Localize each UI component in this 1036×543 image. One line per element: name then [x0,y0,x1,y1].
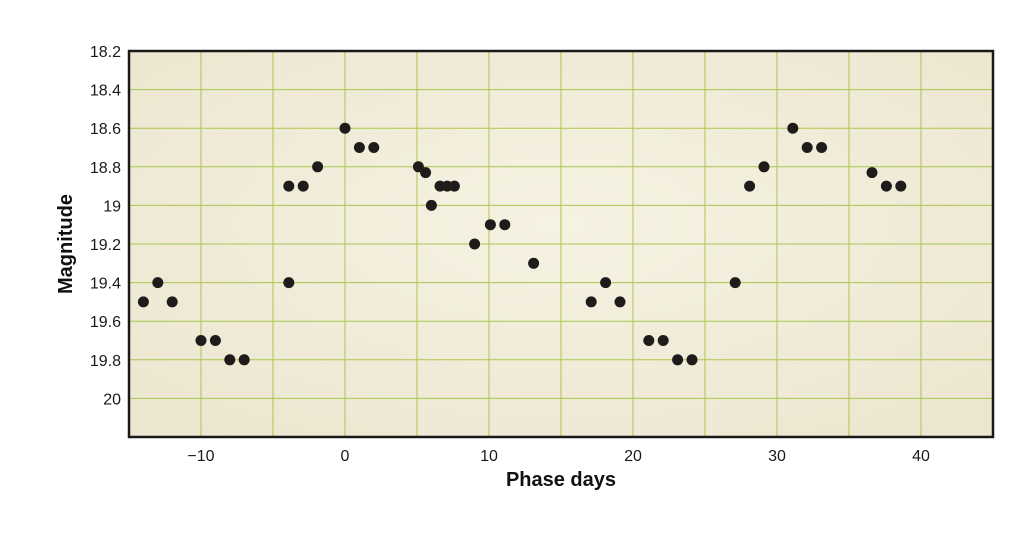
data-point [283,277,295,289]
data-point [744,180,756,192]
plot-frame [127,49,995,439]
data-point [368,142,380,153]
y-tick-label: 19.6 [90,314,121,331]
x-tick-label: 10 [480,448,498,465]
data-point [686,354,698,366]
data-point [672,354,684,366]
data-point [312,161,324,173]
data-point [758,161,770,173]
data-point [195,335,207,346]
data-point [209,335,221,346]
data-point [166,296,178,308]
y-tick-label: 20 [103,391,121,408]
x-tick-label: 20 [624,448,642,465]
data-point [297,180,309,192]
y-tick-label: 19.2 [90,237,121,254]
data-point [224,354,236,366]
y-tick-label: 18.6 [90,121,121,138]
data-point [643,335,655,346]
data-point [787,122,799,134]
data-points [137,122,907,366]
y-tick-label: 19.8 [90,353,121,370]
data-point [420,167,432,179]
data-point [657,335,669,346]
data-point [528,257,540,269]
data-point [801,142,813,153]
data-point [425,199,437,211]
data-point [339,122,351,134]
data-point [585,296,597,308]
y-tick-label: 19 [103,198,121,215]
data-point [152,277,164,289]
data-point [816,142,828,153]
data-point [866,167,878,179]
y-tick-label: 19.4 [90,276,121,293]
y-tick-labels: 18.2 18.4 18.6 18.8 19 19.2 19.4 19.6 19.8 20 [90,44,121,408]
data-point [484,219,496,231]
data-point [729,277,741,289]
y-axis-title: Magnitude [55,194,77,294]
grid [129,51,993,437]
data-point [283,180,295,192]
data-point [238,354,250,366]
x-tick-label: 0 [341,448,350,465]
data-point [499,219,511,231]
data-point [137,296,149,308]
x-tick-label: 40 [912,448,930,465]
x-axis-title: Phase days [506,469,616,491]
data-point [880,180,892,192]
data-point [469,238,481,250]
data-point [895,180,907,192]
data-point [600,277,612,289]
data-point [614,296,626,308]
y-tick-label: 18.4 [90,83,121,100]
x-tick-labels: −10 0 10 20 30 40 [187,448,930,465]
data-point [448,180,460,192]
y-tick-label: 18.8 [90,160,121,177]
data-point [353,142,365,153]
y-tick-label: 18.2 [90,44,121,61]
x-tick-label: −10 [187,448,214,465]
x-tick-label: 30 [768,448,786,465]
